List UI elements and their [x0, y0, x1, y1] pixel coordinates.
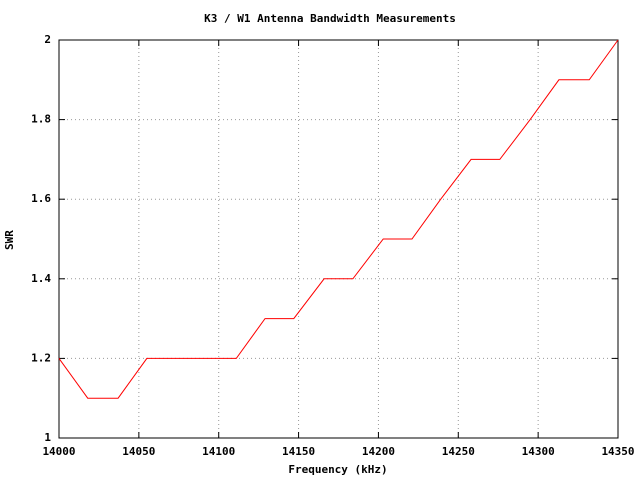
y-tick-label: 1.6: [31, 192, 51, 205]
x-tick-label: 14350: [601, 445, 634, 458]
x-tick-label: 14200: [362, 445, 395, 458]
y-axis-label: SWR: [3, 230, 16, 250]
x-tick-label: 14300: [522, 445, 555, 458]
data-line: [58, 39, 619, 399]
plot-frame: [58, 39, 619, 439]
x-axis-label: Frequency (kHz): [288, 463, 387, 476]
chart-title: K3 / W1 Antenna Bandwidth Measurements: [204, 12, 456, 25]
x-tick-label: 14050: [122, 445, 155, 458]
x-tick-label: 14150: [282, 445, 315, 458]
x-tick-label: 14100: [202, 445, 235, 458]
y-tick-label: 1.8: [31, 113, 51, 126]
y-tick-label: 2: [44, 33, 51, 46]
y-tick-label: 1.2: [31, 351, 51, 364]
x-tick-label: 14250: [442, 445, 475, 458]
y-tick-label: 1: [44, 431, 51, 444]
y-tick-label: 1.4: [31, 272, 51, 285]
x-tick-label: 14000: [42, 445, 75, 458]
